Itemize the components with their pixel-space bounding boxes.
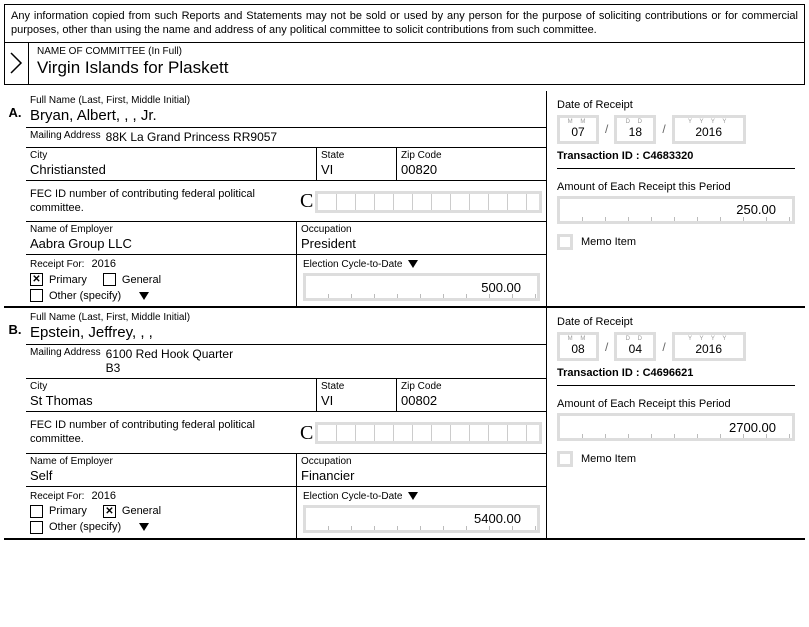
- fec-id-label: FEC ID number of contributing federal po…: [26, 412, 296, 453]
- memo-checkbox[interactable]: [557, 234, 573, 250]
- occupation-value: President: [301, 236, 542, 251]
- checkbox[interactable]: [30, 289, 43, 302]
- memo-label: Memo Item: [581, 236, 636, 248]
- occupation-label: Occupation: [301, 456, 542, 467]
- committee-box: NAME OF COMMITTEE (In Full) Virgin Islan…: [4, 43, 805, 85]
- employer-value: Aabra Group LLC: [30, 236, 292, 251]
- checkbox[interactable]: [30, 505, 43, 518]
- entry-A: A. Full Name (Last, First, Middle Initia…: [4, 91, 805, 309]
- mailing-label: Mailing Address: [30, 347, 101, 358]
- other-label: Other (specify): [49, 521, 121, 533]
- date-receipt-label: Date of Receipt: [557, 99, 795, 111]
- txn-id-label: Transaction ID :: [557, 367, 640, 379]
- state-value: VI: [321, 162, 392, 177]
- full-name-value: Bryan, Albert, , , Jr.: [30, 107, 542, 124]
- date-day[interactable]: D D04: [614, 332, 656, 361]
- receipt-for-label: Receipt For:: [30, 491, 84, 502]
- date-month[interactable]: M M08: [557, 332, 599, 361]
- city-value: Christiansted: [30, 162, 312, 177]
- ecd-label: Election Cycle-to-Date: [303, 491, 402, 502]
- dropdown-icon[interactable]: [139, 292, 149, 300]
- dropdown-icon[interactable]: [408, 492, 418, 500]
- date-day[interactable]: D D18: [614, 115, 656, 144]
- receipt-year: 2016: [92, 258, 116, 270]
- ecd-amount: 500.00: [303, 273, 540, 301]
- memo-checkbox[interactable]: [557, 451, 573, 467]
- disclaimer-text: Any information copied from such Reports…: [4, 4, 805, 43]
- full-name-value: Epstein, Jeffrey, , ,: [30, 324, 542, 341]
- fec-c-prefix: C: [300, 422, 313, 445]
- checkbox[interactable]: ✕: [30, 273, 43, 286]
- checkbox[interactable]: [30, 521, 43, 534]
- fec-id-label: FEC ID number of contributing federal po…: [26, 181, 296, 222]
- mailing-label: Mailing Address: [30, 130, 101, 141]
- txn-id-value: C4696621: [643, 367, 694, 379]
- dropdown-icon[interactable]: [408, 260, 418, 268]
- receipt-for-label: Receipt For:: [30, 259, 84, 270]
- entry-letter: A.: [4, 91, 26, 307]
- arrow-icon: [5, 43, 29, 84]
- checkbox[interactable]: [103, 273, 116, 286]
- occupation-label: Occupation: [301, 224, 542, 235]
- committee-label: NAME OF COMMITTEE (In Full): [37, 46, 796, 57]
- zip-value: 00802: [401, 393, 542, 408]
- occupation-value: Financier: [301, 468, 542, 483]
- state-value: VI: [321, 393, 392, 408]
- mailing-value: 88K La Grand Princess RR9057: [106, 130, 277, 144]
- primary-label: Primary: [49, 274, 87, 286]
- state-label: State: [321, 150, 392, 161]
- amount-value: 250.00: [557, 196, 795, 224]
- amount-value: 2700.00: [557, 413, 795, 441]
- fec-c-prefix: C: [300, 190, 313, 213]
- txn-id-value: C4683320: [643, 150, 694, 162]
- fec-id-input[interactable]: [315, 191, 542, 213]
- employer-label: Name of Employer: [30, 224, 292, 235]
- primary-label: Primary: [49, 505, 87, 517]
- city-label: City: [30, 381, 312, 392]
- employer-label: Name of Employer: [30, 456, 292, 467]
- zip-label: Zip Code: [401, 150, 542, 161]
- city-label: City: [30, 150, 312, 161]
- date-receipt-label: Date of Receipt: [557, 316, 795, 328]
- checkbox[interactable]: ✕: [103, 505, 116, 518]
- dropdown-icon[interactable]: [139, 523, 149, 531]
- zip-value: 00820: [401, 162, 542, 177]
- city-value: St Thomas: [30, 393, 312, 408]
- general-label: General: [122, 274, 161, 286]
- general-label: General: [122, 505, 161, 517]
- mailing-value: 6100 Red Hook QuarterB3: [106, 347, 233, 375]
- txn-id-label: Transaction ID :: [557, 150, 640, 162]
- date-sep: /: [662, 122, 665, 136]
- date-month[interactable]: M M07: [557, 115, 599, 144]
- employer-value: Self: [30, 468, 292, 483]
- fec-id-input[interactable]: [315, 422, 542, 444]
- state-label: State: [321, 381, 392, 392]
- date-sep: /: [662, 340, 665, 354]
- entry-letter: B.: [4, 308, 26, 538]
- other-label: Other (specify): [49, 290, 121, 302]
- full-name-label: Full Name (Last, First, Middle Initial): [30, 312, 542, 323]
- receipt-year: 2016: [92, 490, 116, 502]
- full-name-label: Full Name (Last, First, Middle Initial): [30, 95, 542, 106]
- date-sep: /: [605, 122, 608, 136]
- ecd-amount: 5400.00: [303, 505, 540, 533]
- zip-label: Zip Code: [401, 381, 542, 392]
- memo-label: Memo Item: [581, 453, 636, 465]
- ecd-label: Election Cycle-to-Date: [303, 259, 402, 270]
- date-year[interactable]: Y Y Y Y2016: [672, 115, 746, 144]
- amount-label: Amount of Each Receipt this Period: [557, 181, 795, 193]
- entry-B: B. Full Name (Last, First, Middle Initia…: [4, 308, 805, 540]
- amount-label: Amount of Each Receipt this Period: [557, 398, 795, 410]
- committee-name: Virgin Islands for Plaskett: [37, 58, 796, 78]
- date-sep: /: [605, 340, 608, 354]
- date-year[interactable]: Y Y Y Y2016: [672, 332, 746, 361]
